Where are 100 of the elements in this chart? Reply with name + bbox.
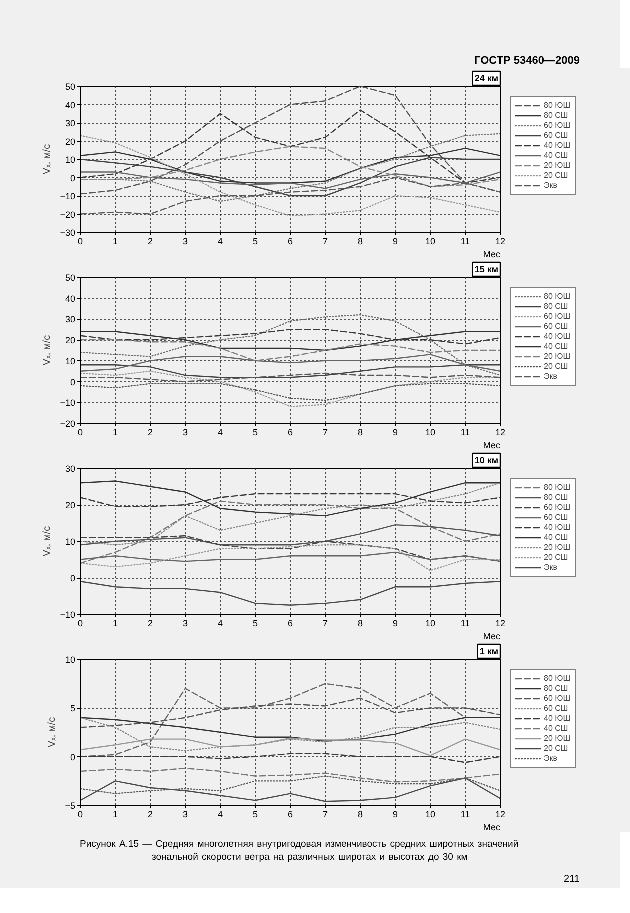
legend-label: 80 ЮШ xyxy=(544,292,571,301)
legend-label: 40 СШ xyxy=(544,151,568,160)
text: 211 xyxy=(0,871,620,888)
legend-label: 60 ЮШ xyxy=(544,312,571,321)
x-tick-label: 2 xyxy=(148,236,154,246)
x-tick-label: 12 xyxy=(495,810,506,820)
y-tick-label: 5 xyxy=(70,704,76,714)
legend-label: Экв xyxy=(544,754,558,763)
line-series xyxy=(80,738,500,756)
x-axis-title: Мес xyxy=(483,250,501,260)
x-tick-label: 2 xyxy=(148,428,154,438)
x-tick-label: 5 xyxy=(252,428,258,438)
x-tick-label: 4 xyxy=(218,428,224,438)
y-tick-label: 50 xyxy=(65,273,76,283)
y-tick-label: 10 xyxy=(65,537,76,547)
legend-label: 20 ЮШ xyxy=(544,352,571,361)
text: ГОСТР 53460—2009 xyxy=(0,0,620,70)
legend-label: 60 ЮШ xyxy=(544,503,571,512)
legend-label: 80 СШ xyxy=(544,493,568,502)
x-tick-label: 10 xyxy=(425,428,436,438)
line-series xyxy=(80,778,500,802)
x-tick-label: 5 xyxy=(252,236,258,246)
legend-label: 40 ЮШ xyxy=(544,332,571,341)
x-tick-label: 0 xyxy=(78,618,84,628)
line-series xyxy=(80,364,500,378)
legend-label: 20 СШ xyxy=(544,171,568,180)
x-tick-label: 11 xyxy=(460,618,470,628)
x-tick-label: 1 xyxy=(112,810,118,820)
legend-label: 20 СШ xyxy=(544,362,568,371)
x-tick-label: 8 xyxy=(358,618,364,628)
line-series xyxy=(80,581,500,606)
x-tick-label: 4 xyxy=(218,810,224,820)
line-series xyxy=(80,135,500,217)
x-tick-label: 9 xyxy=(392,618,398,628)
y-tick-label: −10 xyxy=(60,610,76,620)
y-tick-label: −5 xyxy=(65,801,76,811)
x-tick-label: 12 xyxy=(495,236,506,246)
x-tick-label: 9 xyxy=(392,810,398,820)
x-tick-label: 6 xyxy=(288,810,294,820)
x-tick-label: 3 xyxy=(182,810,188,820)
y-axis-title: Vₓ, м/с xyxy=(42,526,54,557)
line-series xyxy=(80,544,500,572)
y-tick-label: −20 xyxy=(60,210,76,220)
y-tick-label: 10 xyxy=(65,356,76,366)
y-tick-label: 10 xyxy=(65,655,76,665)
x-tick-label: 2 xyxy=(148,618,154,628)
x-tick-label: 3 xyxy=(182,236,188,246)
line-series xyxy=(80,552,500,562)
x-tick-label: 10 xyxy=(425,618,436,628)
legend-label: 40 ЮШ xyxy=(544,523,571,532)
x-tick-label: 10 xyxy=(425,810,436,820)
x-tick-label: 11 xyxy=(460,810,470,820)
y-tick-label: 10 xyxy=(65,155,76,165)
legend-label: 20 ЮШ xyxy=(544,734,571,743)
x-axis-title: Мес xyxy=(483,440,501,450)
y-axis-title: Vₓ, м/с xyxy=(42,335,54,366)
x-tick-label: 10 xyxy=(425,236,436,246)
line-series xyxy=(80,698,500,728)
x-tick-label: 6 xyxy=(288,428,294,438)
y-tick-label: 20 xyxy=(65,336,76,346)
legend-label: 40 ЮШ xyxy=(544,141,571,150)
x-tick-label: 6 xyxy=(288,618,294,628)
legend-label: 80 СШ xyxy=(544,684,568,693)
x-tick-label: 7 xyxy=(322,236,328,246)
y-tick-label: 30 xyxy=(65,464,76,474)
x-tick-label: 0 xyxy=(78,810,84,820)
legend-label: 20 ЮШ xyxy=(544,161,571,170)
legend-label: 60 СШ xyxy=(544,131,568,140)
x-tick-label: 1 xyxy=(112,236,118,246)
legend-label: 60 ЮШ xyxy=(544,121,571,130)
legend-label: 60 СШ xyxy=(544,704,568,713)
x-axis-title: Мес xyxy=(483,632,501,642)
x-tick-label: 12 xyxy=(495,618,506,628)
x-tick-label: 3 xyxy=(182,618,188,628)
x-tick-label: 7 xyxy=(322,428,328,438)
line-series xyxy=(80,753,500,764)
y-tick-label: 40 xyxy=(65,294,76,304)
chart-title: 24 км xyxy=(474,74,499,84)
legend-label: Экв xyxy=(544,563,558,572)
x-tick-label: 11 xyxy=(460,236,470,246)
legend-label: 40 СШ xyxy=(544,533,568,542)
line-series xyxy=(80,717,500,752)
x-tick-label: 1 xyxy=(112,618,118,628)
y-tick-label: 20 xyxy=(65,500,76,510)
y-tick-label: 0 xyxy=(70,752,76,762)
x-tick-label: 7 xyxy=(322,618,328,628)
x-tick-label: 8 xyxy=(358,428,364,438)
x-axis-title: Мес xyxy=(483,822,501,832)
x-tick-label: 9 xyxy=(392,428,398,438)
legend-label: 60 СШ xyxy=(544,322,568,331)
x-tick-label: 7 xyxy=(322,810,328,820)
legend-label: 80 ЮШ xyxy=(544,101,571,110)
y-tick-label: −30 xyxy=(60,228,76,238)
y-tick-label: 0 xyxy=(70,377,76,388)
chart-title: 15 км xyxy=(474,264,499,274)
legend-label: 20 СШ xyxy=(544,553,568,562)
line-series xyxy=(80,776,500,794)
y-tick-label: 0 xyxy=(70,173,76,184)
legend-label: 40 СШ xyxy=(544,724,568,733)
line-series xyxy=(80,500,500,564)
